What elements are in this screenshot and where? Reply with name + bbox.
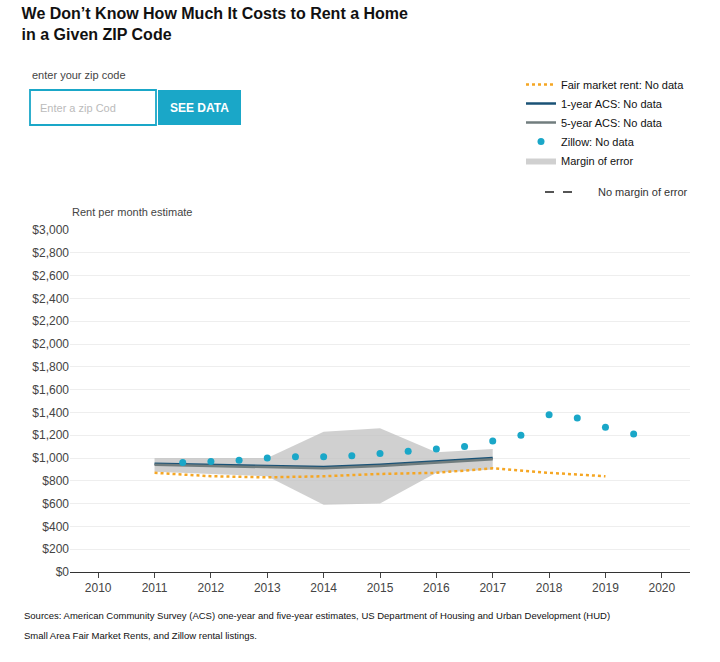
svg-text:2018: 2018 (536, 581, 563, 595)
svg-text:SEE DATA: SEE DATA (170, 101, 229, 115)
svg-text:We Don’t Know How Much It Cost: We Don’t Know How Much It Costs to Rent … (22, 5, 408, 43)
svg-text:$2,000: $2,000 (32, 337, 69, 351)
svg-text:Enter a zip Cod: Enter a zip Cod (40, 102, 116, 114)
svg-text:Zillow: No data: Zillow: No data (561, 136, 635, 148)
svg-text:2010: 2010 (85, 581, 112, 595)
svg-text:$2,600: $2,600 (32, 269, 69, 283)
svg-text:2020: 2020 (648, 581, 675, 595)
svg-text:$2,400: $2,400 (32, 292, 69, 306)
svg-text:Margin of error: Margin of error (561, 155, 633, 167)
svg-text:2016: 2016 (423, 581, 450, 595)
svg-text:2013: 2013 (254, 581, 281, 595)
svg-text:$3,000: $3,000 (32, 223, 69, 237)
svg-text:$400: $400 (42, 520, 69, 534)
svg-text:5-year ACS: No data: 5-year ACS: No data (561, 117, 663, 129)
svg-text:2014: 2014 (310, 581, 337, 595)
svg-text:$1,600: $1,600 (32, 383, 69, 397)
svg-text:2017: 2017 (479, 581, 506, 595)
svg-text:Small Area Fair Market Rents,: Small Area Fair Market Rents, and Zillow… (24, 630, 257, 641)
svg-text:Rent per month estimate: Rent per month estimate (72, 206, 192, 218)
svg-text:$1,000: $1,000 (32, 451, 69, 465)
svg-text:Fair market rent: No data: Fair market rent: No data (561, 79, 684, 91)
svg-text:$800: $800 (42, 474, 69, 488)
svg-text:$0: $0 (56, 565, 70, 579)
svg-text:$200: $200 (42, 542, 69, 556)
svg-text:2012: 2012 (198, 581, 225, 595)
svg-text:1-year ACS: No data: 1-year ACS: No data (561, 98, 663, 110)
svg-text:2019: 2019 (592, 581, 619, 595)
svg-text:enter your zip code: enter your zip code (32, 69, 126, 81)
svg-text:$1,200: $1,200 (32, 428, 69, 442)
svg-text:2011: 2011 (142, 581, 168, 595)
svg-text:$2,200: $2,200 (32, 314, 69, 328)
svg-text:$1,800: $1,800 (32, 360, 69, 374)
svg-text:2015: 2015 (367, 581, 394, 595)
svg-text:$600: $600 (42, 497, 69, 511)
svg-text:No margin of error: No margin of error (598, 186, 688, 198)
svg-text:Sources: American Community Su: Sources: American Community Survey (ACS)… (24, 610, 610, 621)
svg-text:$1,400: $1,400 (32, 406, 69, 420)
svg-text:$2,800: $2,800 (32, 246, 69, 260)
